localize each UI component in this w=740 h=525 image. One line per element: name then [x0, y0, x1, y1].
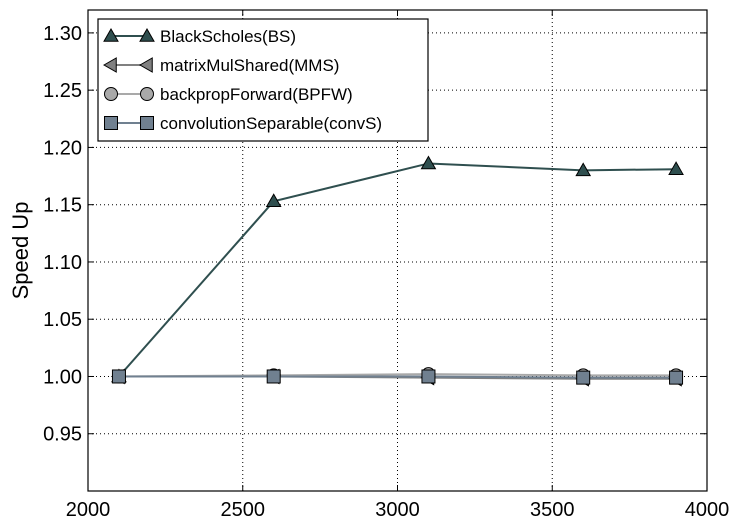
y-axis-title: Speed Up [8, 202, 33, 300]
x-tick-label: 3500 [530, 499, 575, 521]
y-tick-label: 1.20 [43, 137, 82, 159]
legend-marker [103, 27, 119, 42]
axis-ticks [87, 10, 708, 491]
x-tick-label: 3000 [375, 499, 420, 521]
legend-marker [138, 57, 153, 73]
series-3 [111, 369, 684, 385]
legend-marker [104, 87, 118, 101]
legend-item: matrixMulShared(MMS) [102, 56, 339, 75]
legend-label: backpropForward(BPFW) [160, 85, 353, 104]
data-point [575, 162, 592, 177]
data-point [420, 155, 437, 170]
data-point [668, 161, 684, 175]
y-tick-label: 1.30 [43, 23, 82, 45]
legend-marker [104, 116, 118, 130]
legend-marker [102, 57, 117, 73]
data-point [266, 369, 281, 384]
y-tick-label: 0.95 [43, 424, 82, 446]
y-tick-label: 1.05 [43, 309, 82, 331]
legend-item: backpropForward(BPFW) [104, 85, 353, 104]
data-point [111, 369, 126, 384]
data-point [669, 370, 684, 385]
y-tick-label: 1.10 [43, 252, 82, 274]
y-tick-label: 1.25 [43, 80, 82, 102]
legend-item: convolutionSeparable(convS) [104, 114, 382, 133]
series-2 [111, 367, 684, 384]
x-tick-label: 4000 [685, 499, 730, 521]
series-line [118, 162, 677, 378]
data-point [576, 370, 591, 385]
y-tick-label: 1.00 [43, 366, 82, 388]
legend-label: BlackScholes(BS) [160, 27, 296, 46]
x-tick-label: 2500 [221, 499, 266, 521]
x-tick-label: 2000 [66, 499, 111, 521]
legend-marker [140, 87, 154, 101]
legend-item: BlackScholes(BS) [103, 27, 296, 46]
legend-marker [140, 116, 154, 130]
legend-marker [139, 27, 155, 42]
series-line [118, 375, 677, 379]
y-tick-label: 1.15 [43, 195, 82, 217]
y-tick-labels: 0.95 1.00 1.05 1.10 1.15 1.20 1.25 1.30 [43, 23, 82, 446]
legend-label: matrixMulShared(MMS) [160, 56, 339, 75]
series-lines [110, 155, 684, 387]
legend-label: convolutionSeparable(convS) [160, 114, 382, 133]
legend: BlackScholes(BS) matrixMulShared(MMS) back… [97, 18, 429, 142]
data-point [421, 369, 436, 384]
data-point [265, 193, 282, 208]
x-tick-labels: 2000 2500 3000 3500 4000 [66, 499, 730, 521]
